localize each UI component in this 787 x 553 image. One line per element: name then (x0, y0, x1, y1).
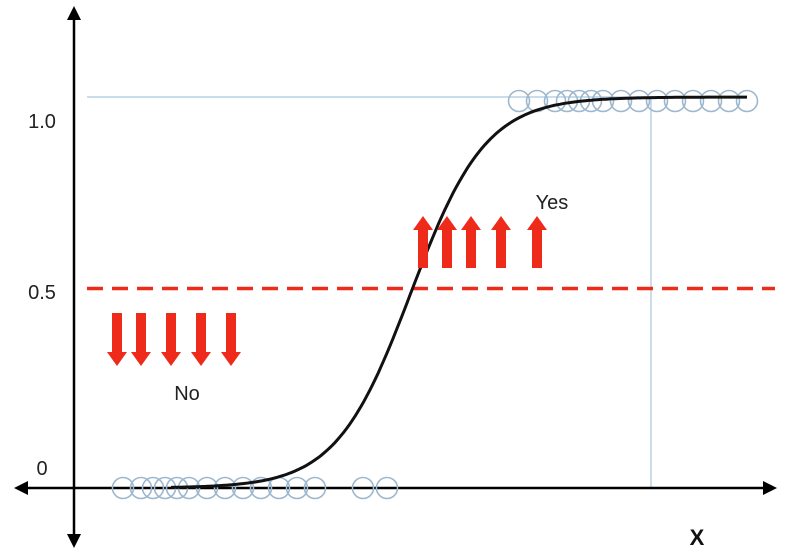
data-points (111, 89, 759, 500)
down-arrow (131, 313, 151, 366)
data-point (141, 476, 165, 500)
data-point (609, 89, 633, 113)
direction-arrows (107, 216, 547, 366)
y-tick-label-0-5: 0.5 (28, 282, 56, 304)
data-point (663, 89, 687, 113)
y-tick-label-1-0: 1.0 (28, 111, 56, 133)
data-point (681, 89, 705, 113)
data-point (627, 89, 651, 113)
data-point (717, 89, 741, 113)
data-point (129, 476, 153, 500)
data-point (231, 476, 255, 500)
x-axis-left-arrowhead (14, 481, 28, 495)
axes (14, 6, 777, 548)
data-point (285, 476, 309, 500)
up-arrow (491, 216, 511, 268)
data-point (351, 476, 375, 500)
down-arrow (161, 313, 181, 366)
up-arrow (461, 216, 481, 268)
sigmoid-curve (170, 95, 747, 489)
down-arrow (107, 313, 127, 366)
data-point (375, 476, 399, 500)
x-axis-right-arrowhead (763, 481, 777, 495)
y-tick-label-0: 0 (36, 458, 47, 480)
guide-lines (87, 96, 729, 488)
y-axis-bottom-arrowhead (67, 534, 81, 548)
yes-label: Yes (536, 192, 569, 214)
x-axis-title: X (690, 525, 705, 550)
down-arrow (221, 313, 241, 366)
data-point (249, 476, 273, 500)
y-axis-top-arrowhead (67, 6, 81, 20)
data-point (213, 476, 237, 500)
data-point (111, 476, 135, 500)
logistic-curve (170, 95, 747, 489)
data-point (543, 89, 567, 113)
data-point (699, 89, 723, 113)
data-point (303, 476, 327, 500)
down-arrow (191, 313, 211, 366)
up-arrow (527, 216, 547, 268)
data-point (645, 89, 669, 113)
data-point (507, 89, 531, 113)
data-point (735, 89, 759, 113)
no-label: No (174, 383, 200, 405)
up-arrow (437, 216, 457, 268)
up-arrow (413, 216, 433, 268)
